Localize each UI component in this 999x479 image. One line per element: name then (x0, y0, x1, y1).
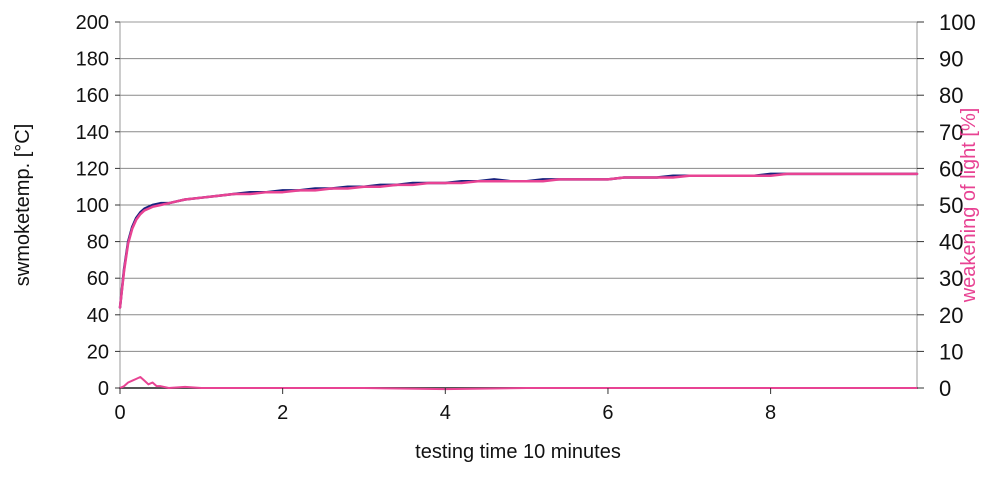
y-right-tick-label: 10 (939, 339, 963, 364)
y-left-tick-label: 120 (76, 158, 109, 180)
y-right-tick-label: 80 (939, 83, 963, 108)
y-left-tick-label: 40 (87, 305, 109, 327)
y-left-tick-label: 160 (76, 85, 109, 107)
y-right-tick-label: 60 (939, 156, 963, 181)
x-tick-label: 0 (114, 402, 125, 424)
x-tick-label: 8 (765, 402, 776, 424)
y-right-tick-label: 70 (939, 120, 963, 145)
y-left-tick-label: 0 (98, 378, 109, 400)
x-axis: 0 2 4 6 8 (114, 388, 776, 424)
y-right-tick-label: 0 (939, 376, 951, 401)
y-right-tick-label: 30 (939, 266, 963, 291)
y-left-tick-label: 180 (76, 49, 109, 71)
series-line-2 (119, 376, 918, 391)
y-left-tick-label: 20 (87, 341, 109, 363)
y-right-tick-label: 20 (939, 303, 963, 328)
x-tick-label: 4 (440, 402, 451, 424)
gridlines (120, 58, 917, 352)
y-right-tick-label: 40 (939, 230, 963, 255)
y-right-tick-label: 90 (939, 47, 963, 72)
y-axis-right: 0 10 20 30 40 50 60 70 80 90 100 (917, 10, 976, 401)
y-left-tick-label: 200 (76, 12, 109, 34)
y-left-tick-label: 100 (76, 195, 109, 217)
y-left-tick-label: 80 (87, 232, 109, 254)
y-left-tick-label: 140 (76, 122, 109, 144)
y-left-tick-label: 60 (87, 268, 109, 290)
y-right-tick-label: 100 (939, 10, 976, 35)
y-axis-left-label: swmoketemp. [°C] (12, 124, 34, 286)
y-axis-right-label: weakening of light [%] (958, 108, 980, 304)
x-tick-label: 6 (602, 402, 613, 424)
y-axis-left: 0 20 40 60 80 100 120 140 160 180 200 (76, 12, 120, 400)
series-layer (118, 172, 919, 391)
x-axis-label: testing time 10 minutes (415, 441, 621, 463)
y-right-tick-label: 50 (939, 193, 963, 218)
series-line-1 (118, 172, 919, 309)
x-tick-label: 2 (277, 402, 288, 424)
